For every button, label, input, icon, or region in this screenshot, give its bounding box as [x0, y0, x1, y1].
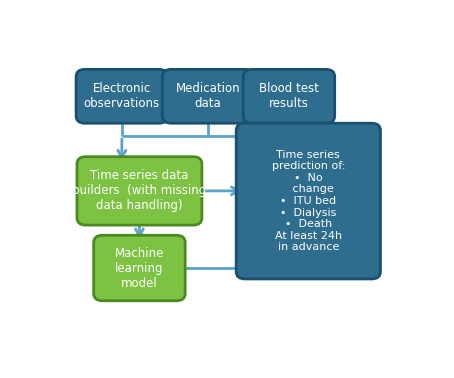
- Text: Electronic
observations: Electronic observations: [84, 82, 160, 110]
- FancyBboxPatch shape: [243, 70, 335, 123]
- FancyBboxPatch shape: [77, 157, 202, 225]
- Text: Machine
learning
model: Machine learning model: [115, 246, 164, 290]
- Text: Time series data
builders  (with missing
data handling): Time series data builders (with missing …: [72, 169, 207, 212]
- Text: Time series
prediction of:
•  No
   change
•  ITU bed
•  Dialysis
•  Death
At le: Time series prediction of: • No change •…: [271, 150, 345, 253]
- FancyBboxPatch shape: [163, 70, 254, 123]
- Text: Medication
data: Medication data: [176, 82, 240, 110]
- Text: Blood test
results: Blood test results: [259, 82, 319, 110]
- FancyBboxPatch shape: [236, 123, 380, 279]
- FancyBboxPatch shape: [94, 235, 185, 301]
- FancyBboxPatch shape: [76, 70, 168, 123]
